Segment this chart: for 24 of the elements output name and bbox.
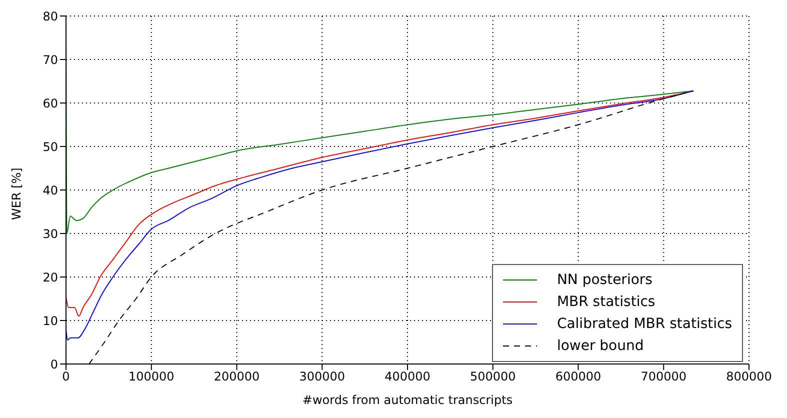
- y-tick-label: 80: [42, 9, 58, 24]
- x-tick-label: 800000: [726, 370, 772, 384]
- legend-label: Calibrated MBR statistics: [556, 316, 732, 332]
- x-tick-label: 500000: [470, 370, 516, 384]
- x-axis-title: #words from automatic transcripts: [302, 393, 513, 407]
- y-tick-label: 0: [50, 357, 58, 372]
- x-tick-label: 400000: [384, 370, 430, 384]
- y-tick-label: 50: [42, 140, 58, 154]
- legend-label: MBR statistics: [556, 294, 656, 310]
- x-tick-label: 100000: [128, 370, 174, 384]
- y-tick-label: 60: [42, 96, 58, 110]
- y-tick-label: 20: [42, 270, 58, 284]
- x-tick-label: 700000: [640, 370, 687, 384]
- x-tick-label: 300000: [299, 370, 346, 384]
- y-tick-label: 40: [42, 183, 58, 198]
- x-tick-label: 200000: [214, 370, 260, 384]
- x-tick-label: 600000: [555, 370, 602, 384]
- y-axis-title: WER [%]: [9, 168, 24, 220]
- x-tick-label: 0: [62, 370, 70, 384]
- legend-label: NN posteriors: [556, 272, 652, 288]
- legend-label: lower bound: [556, 338, 644, 354]
- y-tick-label: 10: [42, 314, 58, 328]
- y-tick-label: 70: [42, 52, 58, 67]
- y-tick-label: 30: [42, 226, 58, 241]
